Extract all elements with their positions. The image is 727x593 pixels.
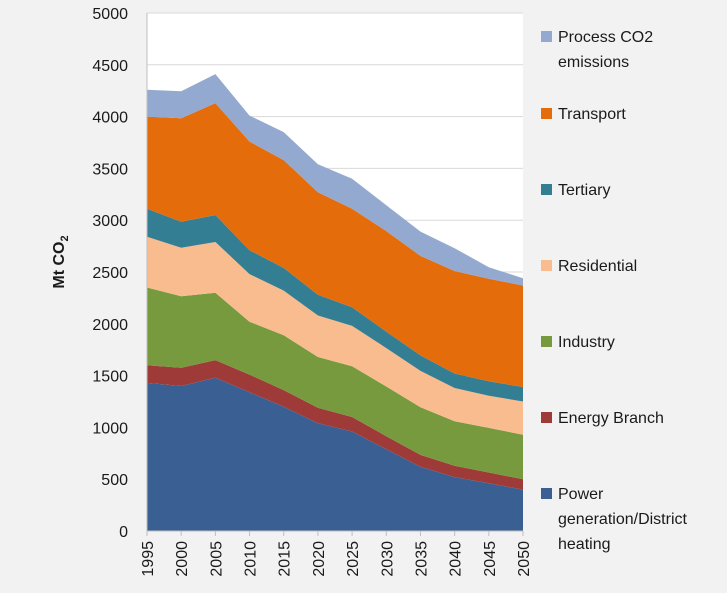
area-transport <box>147 103 523 387</box>
x-tick-label: 2025 <box>345 541 362 577</box>
area-residential <box>147 236 523 435</box>
x-tick-label: 2000 <box>174 541 191 577</box>
axes <box>146 13 524 536</box>
legend-swatch <box>541 31 552 42</box>
legend-swatch <box>541 488 552 499</box>
x-tick-label: 2050 <box>516 541 533 577</box>
legend-label: Residential <box>558 258 637 275</box>
x-tick-label: 2020 <box>311 541 328 577</box>
y-tick-labels: 0 500 1000 1500 2000 2500 3000 3500 4000 4500 5000 <box>92 6 128 541</box>
y-tick-label: 1000 <box>92 420 128 437</box>
legend-label: Tertiary <box>558 182 610 199</box>
x-tick-labels: 1995 2000 2005 2010 2015 2020 2025 2030 2035 2040… <box>140 541 533 577</box>
y-tick-label: 3500 <box>92 161 128 178</box>
y-tick-label: 500 <box>101 472 128 489</box>
legend: Process CO2 emissions Transport Tertiary Res… <box>541 29 688 553</box>
legend-swatch <box>541 260 552 271</box>
legend-label: Transport <box>558 106 626 123</box>
legend-swatch <box>541 184 552 195</box>
x-tick-label: 2045 <box>482 541 499 577</box>
legend-swatch <box>541 412 552 423</box>
y-tick-label: 3000 <box>92 213 128 230</box>
legend-label: Power <box>558 486 604 503</box>
y-tick-label: 0 <box>119 524 128 541</box>
legend-swatch <box>541 108 552 119</box>
area-power-generation-district-heating <box>147 377 523 531</box>
x-tick-label: 2035 <box>413 541 430 577</box>
x-tick-label: 1995 <box>140 541 157 577</box>
y-axis-label: Mt CO2 <box>51 235 71 288</box>
y-tick-label: 4500 <box>92 58 128 75</box>
legend-label: heating <box>558 536 611 553</box>
legend-label: generation/District <box>558 511 688 528</box>
area-energy-branch <box>147 360 523 490</box>
legend-label: emissions <box>558 54 629 71</box>
legend-label: Energy Branch <box>558 410 664 427</box>
legend-label: Industry <box>558 334 615 351</box>
x-tick-label: 2030 <box>379 541 396 577</box>
x-tick-label: 2010 <box>243 541 260 577</box>
area-tertiary <box>147 208 523 402</box>
y-tick-label: 1500 <box>92 369 128 386</box>
y-tick-label: 4000 <box>92 110 128 127</box>
legend-swatch <box>541 336 552 347</box>
y-tick-label: 2500 <box>92 265 128 282</box>
y-tick-label: 5000 <box>92 6 128 23</box>
x-tick-label: 2040 <box>448 541 465 577</box>
y-tick-label: 2000 <box>92 317 128 334</box>
x-tick-label: 2005 <box>208 541 225 577</box>
area-industry <box>147 287 523 480</box>
stacked-areas <box>147 74 523 531</box>
x-tick-label: 2015 <box>277 541 294 577</box>
area-process-co2-emissions <box>147 74 523 286</box>
legend-label: Process CO2 <box>558 29 653 46</box>
